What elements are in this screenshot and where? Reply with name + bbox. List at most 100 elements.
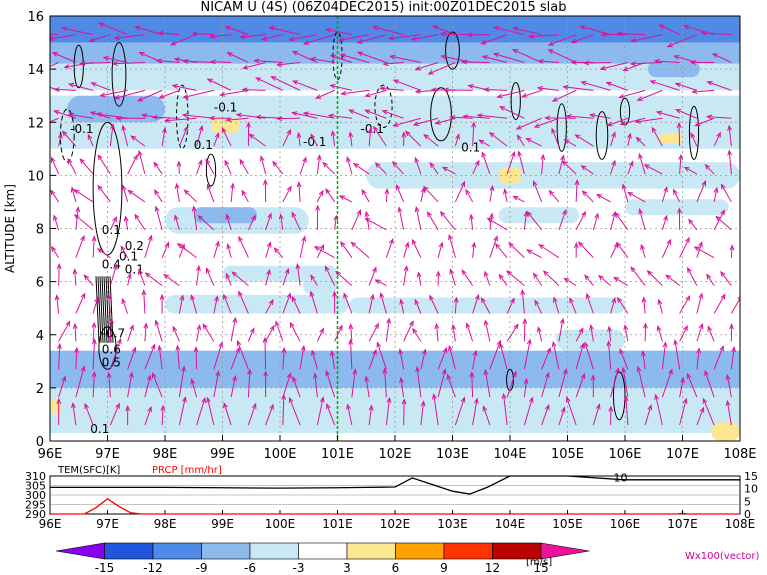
wind-patch [193, 207, 257, 224]
surface-x-tick-label: 102E [380, 517, 411, 531]
wind-vector-head [560, 406, 566, 413]
wind-vector [156, 60, 180, 63]
wind-vector [271, 76, 301, 91]
wind-vector-head [544, 403, 550, 411]
wind-vector [454, 181, 466, 203]
wind-vector [109, 403, 120, 426]
wind-vector [437, 369, 446, 398]
wind-vector [487, 217, 508, 231]
wind-vector [620, 117, 646, 125]
wind-vector [155, 206, 163, 230]
wind-vector [196, 126, 203, 147]
wind-vector [393, 79, 422, 91]
wind-vector-head [403, 265, 409, 272]
wind-vector [481, 34, 508, 45]
wind-vector [144, 344, 156, 370]
wind-vector [581, 81, 611, 91]
wind-vector [120, 246, 129, 258]
wind-vector [584, 61, 611, 64]
colorbar-tick-label: -9 [196, 561, 208, 575]
wind-vector [178, 366, 185, 398]
wind-vector-head [460, 396, 466, 403]
wind-vector [291, 296, 301, 314]
wind-patch [556, 329, 625, 351]
chart-title: NICAM U (4S) (06Z04DEC2015) init:00Z01DE… [200, 0, 567, 15]
wind-vector-head [214, 132, 220, 139]
wind-vector [493, 53, 525, 63]
wind-vector-head [716, 131, 721, 138]
wind-vector-head [600, 32, 607, 37]
wind-vector-head [621, 366, 627, 373]
wind-vector-head [675, 109, 682, 114]
wind-vector [238, 236, 249, 258]
wind-vector-head [486, 217, 493, 223]
wind-vector-head [150, 343, 156, 350]
wind-vector-head [513, 323, 519, 330]
wind-vector-head [369, 293, 375, 300]
wind-vector-head [350, 241, 357, 248]
wind-vector [339, 195, 353, 203]
contour-cluster-line [101, 276, 106, 343]
wind-vector-head [737, 296, 740, 299]
wind-vector [178, 126, 188, 147]
wind-vector-head [319, 243, 325, 251]
wind-vector-head [438, 241, 444, 248]
wind-vector [62, 131, 77, 147]
wind-vector [627, 133, 631, 147]
wind-vector [429, 162, 439, 175]
wind-vector [226, 117, 249, 121]
wind-vector-head [538, 244, 545, 250]
wind-vector [661, 342, 667, 370]
wind-patch [648, 61, 700, 78]
wind-vector [564, 139, 577, 147]
wind-vector [109, 318, 113, 342]
wind-vector-head [547, 41, 555, 46]
wind-vector-head [291, 211, 297, 218]
wind-band [50, 16, 740, 43]
wind-vector [79, 158, 94, 175]
wind-vector [526, 137, 542, 147]
wind-vector-head [275, 320, 280, 327]
wind-vector [393, 117, 422, 127]
wind-vector-head [431, 25, 439, 30]
wind-vector-head [449, 268, 455, 275]
contour-cluster-line [95, 276, 100, 343]
wind-vector-head [368, 404, 374, 411]
wind-vector [91, 82, 111, 91]
wind-vector [349, 339, 353, 370]
wind-vector-head [641, 296, 647, 303]
surface-x-tick-label: 100E [265, 517, 296, 531]
wind-vector [586, 293, 594, 314]
wind-vector-head [352, 368, 358, 375]
wind-vector-head [251, 214, 256, 221]
wind-vector-head [364, 375, 370, 382]
wind-vector [75, 366, 85, 398]
wind-vector-head [389, 54, 396, 60]
wind-vector-head [542, 270, 549, 276]
wind-vector-head [61, 130, 68, 137]
wind-vector [75, 293, 86, 314]
wind-vector [52, 52, 77, 63]
wind-vector-head [241, 189, 247, 196]
wind-vector-head [223, 402, 228, 409]
wind-vector-head [512, 370, 517, 377]
wind-vector [526, 249, 542, 259]
wind-vector [440, 33, 473, 36]
wind-vector-head [224, 25, 231, 31]
wind-vector [472, 294, 480, 314]
wind-vector [562, 160, 577, 175]
wind-vector-head [683, 166, 690, 172]
wind-vector [196, 266, 200, 286]
wind-vector [627, 161, 634, 175]
wind-vector-head [300, 344, 306, 352]
wind-vector [539, 244, 560, 259]
wind-vector-head [434, 322, 440, 329]
wind-vector [433, 394, 439, 426]
wind-vector-head [61, 375, 67, 382]
wind-vector [255, 77, 284, 91]
wind-vector-head [310, 274, 316, 281]
wind-vector-head [116, 337, 122, 345]
wind-vector [448, 235, 456, 258]
wind-vector-head [272, 160, 278, 167]
wind-vector [165, 117, 197, 122]
